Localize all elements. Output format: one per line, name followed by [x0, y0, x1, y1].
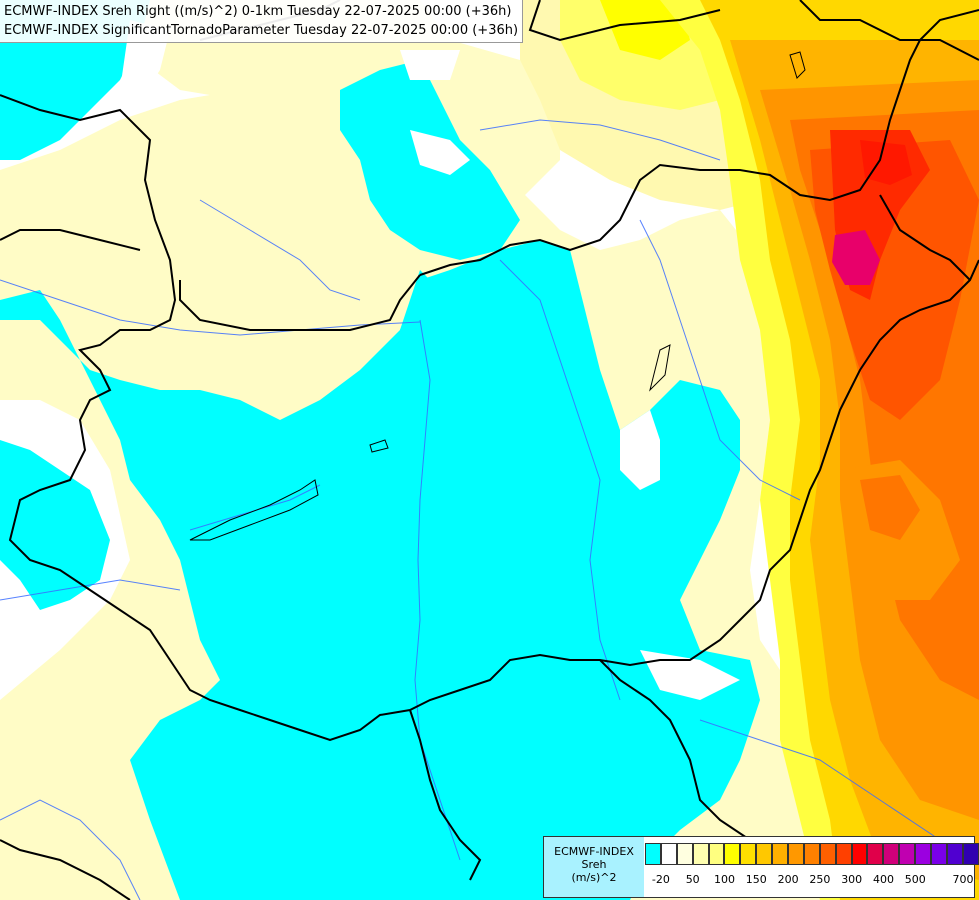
negative-sreh-fields — [0, 0, 760, 900]
legend-swatch — [645, 843, 661, 865]
high-sreh-fields — [660, 0, 979, 900]
legend-tick-label: 500 — [904, 873, 926, 886]
legend-tick-label: 300 — [841, 873, 863, 886]
lakes — [189, 51, 806, 541]
legend-tick-label: 150 — [745, 873, 767, 886]
legend-swatch — [772, 843, 789, 865]
legend-tick-label: 200 — [777, 873, 799, 886]
map-title-line-1: ECMWF-INDEX Sreh Right ((m/s)^2) 0-1km T… — [4, 4, 512, 19]
legend-unit: (m/s)^2 — [571, 871, 617, 884]
legend-swatch — [962, 843, 979, 865]
legend-swatch — [788, 843, 804, 865]
legend-swatch — [676, 843, 693, 865]
legend-tick-label: 50 — [685, 873, 700, 886]
legend-swatch — [819, 843, 836, 865]
map-title-line-2: ECMWF-INDEX SignificantTornadoParameter … — [4, 23, 519, 38]
legend-swatch — [946, 843, 963, 865]
rivers — [0, 119, 979, 900]
color-legend: ECMWF-INDEX Sreh (m/s)^2 -20 50 100 150 200 2… — [543, 836, 979, 898]
legend-tick-label: -20 — [651, 873, 670, 886]
legend-swatch — [835, 843, 852, 865]
legend-title: ECMWF-INDEX — [554, 845, 634, 858]
legend-swatch — [931, 843, 947, 865]
legend-swatch — [708, 843, 725, 865]
legend-swatch — [899, 843, 916, 865]
legend-swatch — [740, 843, 757, 865]
legend-variable: Sreh — [581, 858, 607, 871]
legend-tick-label: 700 — [952, 873, 974, 886]
legend-tick-label: 250 — [809, 873, 831, 886]
legend-swatch — [883, 843, 900, 865]
legend-swatch — [867, 843, 884, 865]
legend-swatches — [645, 843, 979, 865]
legend-swatch — [756, 843, 773, 865]
legend-tick-label: 400 — [873, 873, 894, 886]
legend-swatch — [660, 843, 677, 865]
map-title-box: ECMWF-INDEX Sreh Right ((m/s)^2) 0-1km T… — [0, 0, 524, 43]
legend-swatch — [803, 843, 820, 865]
legend-swatch — [724, 843, 741, 865]
legend-swatch — [851, 843, 868, 865]
legend-ticks: -20 50 100 150 200 250 300 400 500 700 — [645, 873, 975, 891]
legend-swatch — [692, 843, 709, 865]
legend-label: ECMWF-INDEX Sreh (m/s)^2 — [544, 837, 644, 897]
legend-tick-label: 100 — [714, 873, 735, 886]
legend-swatch — [915, 843, 932, 865]
